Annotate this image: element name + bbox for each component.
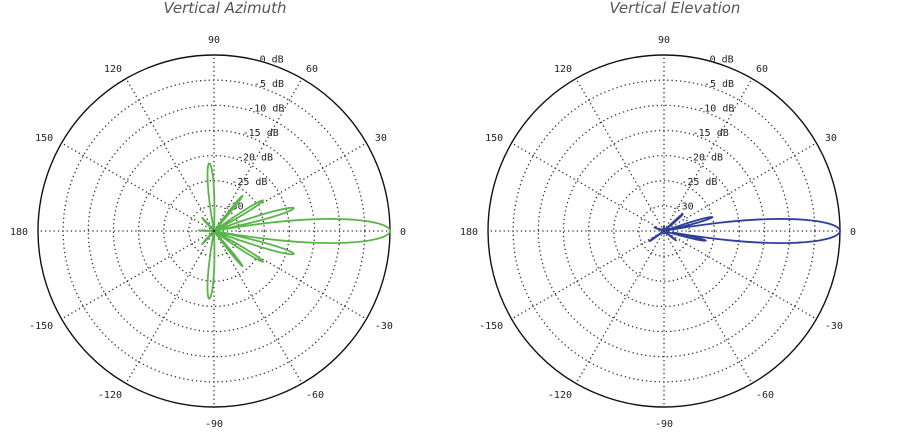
vertical-azimuth-chart: 0 dB -5 dB -10 dB -15 dB -20 dB -25 dB -30 0 30 6… bbox=[10, 35, 406, 430]
grid-spoke bbox=[61, 142, 215, 232]
grid-ring bbox=[137, 154, 291, 308]
lobe-peak-point bbox=[704, 239, 707, 242]
grid-spoke bbox=[663, 142, 817, 232]
ring-label: -20 dB bbox=[687, 153, 723, 164]
angle-label: -30 bbox=[375, 321, 393, 332]
angle-label: -30 bbox=[825, 321, 843, 332]
angle-label: -60 bbox=[306, 390, 324, 401]
grid-spoke bbox=[213, 142, 367, 232]
lobe-peak-point bbox=[674, 239, 677, 242]
pattern-series-line bbox=[648, 213, 841, 244]
grid-spoke bbox=[511, 142, 665, 232]
grid-ring bbox=[562, 129, 766, 333]
lobe-peak-point bbox=[208, 162, 211, 165]
grid-spoke bbox=[663, 78, 753, 232]
ring-label: -20 dB bbox=[237, 153, 273, 164]
ring-label: -5 dB bbox=[254, 79, 284, 90]
grid-spoke bbox=[663, 230, 817, 320]
grid-spoke bbox=[213, 230, 303, 384]
lobe-peak-point bbox=[292, 252, 295, 255]
angle-label: 0 bbox=[850, 227, 856, 238]
ring-label: -25 dB bbox=[681, 177, 717, 188]
ring-label: -30 bbox=[676, 202, 694, 213]
grid-spoke bbox=[125, 78, 215, 232]
chart-title: Vertical Azimuth bbox=[163, 0, 287, 17]
grid-spoke bbox=[575, 78, 665, 232]
ring-label: 0 dB bbox=[710, 55, 734, 66]
angle-label: 150 bbox=[35, 133, 53, 144]
angle-label: -90 bbox=[655, 419, 673, 430]
angle-label: 30 bbox=[825, 133, 837, 144]
lobe-peak-point bbox=[389, 230, 391, 232]
chart-title: Vertical Elevation bbox=[609, 0, 741, 17]
lobe-peak-point bbox=[648, 240, 651, 242]
lobe-peak-point bbox=[198, 229, 200, 232]
angle-label: 90 bbox=[658, 35, 670, 46]
grid-ring bbox=[587, 154, 741, 308]
angle-label: 180 bbox=[460, 227, 478, 238]
lobe-peak-point bbox=[681, 213, 684, 216]
grid-spoke bbox=[663, 230, 753, 384]
angle-label: 150 bbox=[485, 133, 503, 144]
lobe-peak-point bbox=[201, 217, 204, 219]
grid-spoke bbox=[213, 230, 367, 320]
angle-label: -90 bbox=[205, 419, 223, 430]
lobe-peak-point bbox=[241, 194, 244, 197]
lobe-peak-point bbox=[663, 225, 665, 227]
vertical-elevation-chart: 0 dB -5 dB -10 dB -15 dB -20 dB -25 dB -30 0 30 6… bbox=[460, 35, 856, 430]
angle-label: -150 bbox=[29, 321, 53, 332]
vertical-elevation-panel: Vertical Elevation 0 dB -5 dB -10 dB -15 dB… bbox=[450, 0, 900, 443]
grid-ring bbox=[613, 180, 715, 282]
lobe-peak-point bbox=[292, 207, 295, 210]
angle-label: 60 bbox=[756, 64, 768, 75]
angle-label: -150 bbox=[479, 321, 503, 332]
ring-label: 0 dB bbox=[260, 55, 284, 66]
lobe-peak-point bbox=[241, 265, 244, 268]
grid-spoke bbox=[61, 230, 215, 320]
grid-ring bbox=[638, 205, 690, 257]
lobe-peak-point bbox=[711, 216, 714, 219]
angle-label: 60 bbox=[306, 64, 318, 75]
vertical-azimuth-panel: Vertical Azimuth 0 dB -5 dB -10 dB -15 dB -2… bbox=[10, 0, 406, 430]
angle-label: 120 bbox=[104, 64, 122, 75]
lobe-peak-point bbox=[262, 260, 264, 263]
lobe-peak-point bbox=[208, 297, 211, 300]
angle-label: -120 bbox=[548, 390, 572, 401]
ring-label: -10 dB bbox=[248, 104, 284, 115]
lobe-peak-point bbox=[262, 199, 264, 202]
angle-label: 0 bbox=[400, 227, 406, 238]
angle-label: 180 bbox=[10, 227, 28, 238]
ring-label: -10 dB bbox=[698, 104, 734, 115]
angle-label: 90 bbox=[208, 35, 220, 46]
angle-label: 30 bbox=[375, 133, 387, 144]
grid-spoke bbox=[213, 78, 303, 232]
angle-label: 120 bbox=[554, 64, 572, 75]
ring-label: -25 dB bbox=[231, 177, 267, 188]
grid-spoke bbox=[575, 230, 665, 384]
ring-label: -15 dB bbox=[693, 128, 729, 139]
grid-spoke bbox=[125, 230, 215, 384]
angle-label: -120 bbox=[98, 390, 122, 401]
grid-ring bbox=[112, 129, 316, 333]
lobe-peak-point bbox=[653, 226, 656, 229]
ring-label: -5 dB bbox=[704, 79, 734, 90]
lobe-peak-point bbox=[839, 230, 841, 232]
grid-spoke bbox=[511, 230, 665, 320]
lobe-peak-point bbox=[201, 243, 204, 245]
ring-label: -15 dB bbox=[243, 128, 279, 139]
angle-label: -60 bbox=[756, 390, 774, 401]
